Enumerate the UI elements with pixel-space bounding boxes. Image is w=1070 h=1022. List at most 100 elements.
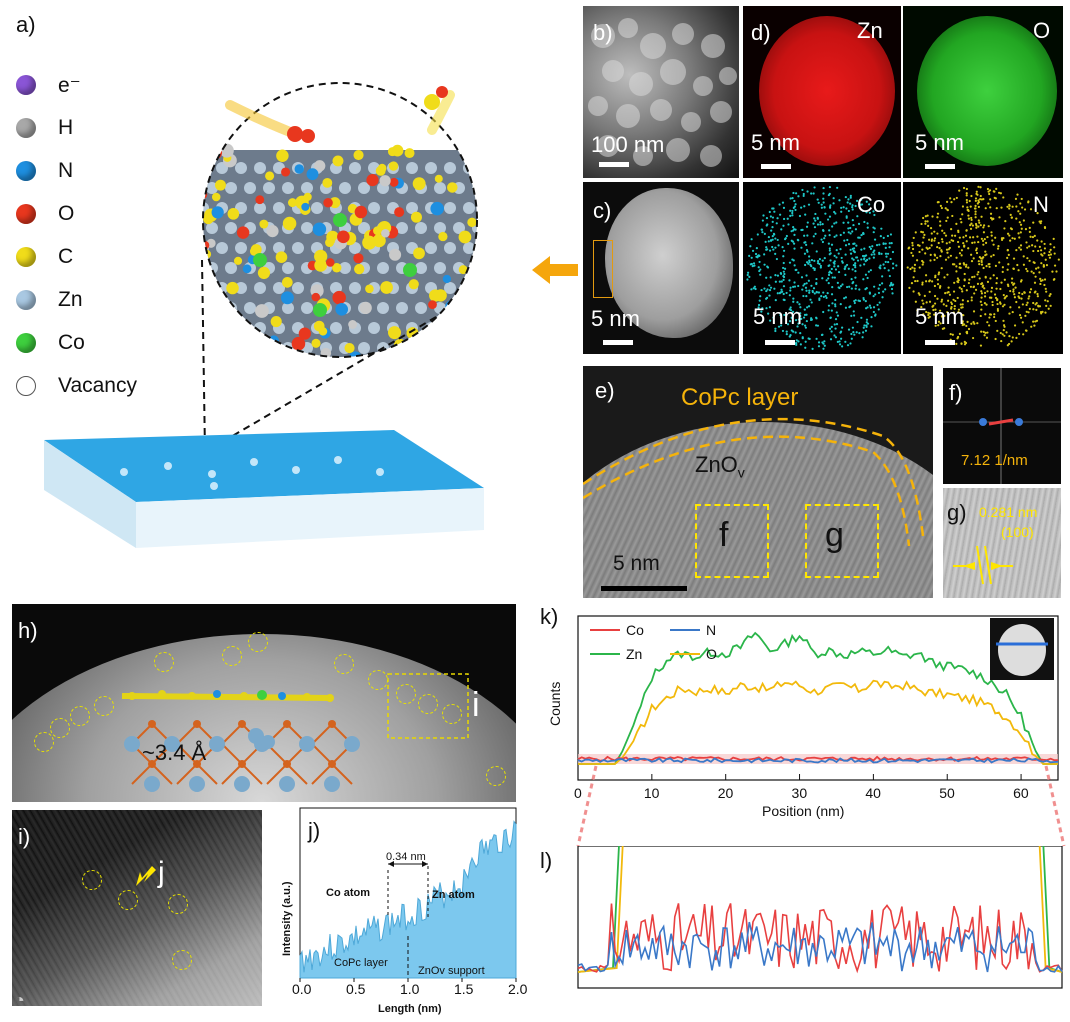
eds-dot: [941, 229, 944, 232]
eds-dot: [750, 256, 753, 259]
eds-dot: [999, 331, 1002, 335]
panel-l-zoomed-profile: [577, 846, 1063, 989]
k-xlabel: Position (nm): [762, 803, 844, 819]
eds-dot: [763, 263, 766, 266]
eds-dot: [779, 316, 783, 319]
eds-dot: [792, 191, 795, 195]
eds-dot: [888, 274, 891, 278]
eds-dot: [921, 299, 924, 302]
eds-dot: [949, 333, 952, 336]
vacancy-marker: [248, 632, 268, 652]
eds-dot: [852, 310, 855, 313]
eds-dot: [1005, 331, 1008, 334]
eds-dot: [995, 187, 998, 191]
eds-dot: [886, 252, 890, 255]
eds-dot: [939, 254, 942, 258]
eds-dot: [785, 291, 788, 295]
eds-dot: [774, 274, 777, 277]
eds-dot: [934, 274, 937, 277]
k-series-co: [577, 755, 1058, 762]
eds-dot: [967, 327, 971, 331]
eds-dot: [1013, 237, 1016, 240]
eds-dot: [963, 244, 966, 247]
eds-dot: [783, 272, 786, 276]
eds-dot: [926, 214, 929, 217]
eds-dot: [757, 266, 760, 269]
eds-dot: [785, 333, 788, 336]
legend-ball-icon: [16, 376, 36, 396]
eds-dot: [855, 244, 858, 247]
eds-dot: [870, 316, 873, 319]
eds-dot: [874, 313, 877, 316]
eds-dot: [933, 313, 936, 316]
eds-dot: [767, 235, 770, 239]
eds-dot: [872, 310, 875, 314]
nanoparticle-cluster: [588, 18, 737, 167]
eds-dot: [943, 314, 946, 317]
eds-dot: [1018, 236, 1021, 239]
legend-ball-icon: [16, 118, 36, 138]
eds-dot: [945, 242, 948, 245]
eds-dot: [792, 226, 795, 229]
eds-dot: [844, 273, 847, 276]
eds-dot: [870, 325, 873, 328]
eds-dot: [844, 195, 847, 199]
eds-dot: [1048, 294, 1051, 297]
eds-dot: [969, 224, 972, 227]
eds-dot: [1011, 205, 1014, 208]
eds-dot: [938, 247, 941, 250]
eds-dot: [827, 304, 831, 307]
eds-dot: [805, 282, 808, 285]
eds-dot: [821, 259, 824, 262]
eds-dot: [851, 206, 854, 209]
eds-dot: [748, 254, 751, 258]
eds-dot: [977, 260, 980, 263]
eds-dot: [803, 313, 807, 316]
j-zn-atom-label: Zn atom: [432, 889, 475, 901]
eds-dot: [1003, 303, 1006, 306]
eds-dot: [946, 273, 949, 276]
eds-dot: [821, 228, 825, 232]
eds-dot: [928, 300, 932, 303]
eds-dot: [977, 185, 980, 188]
eds-dot: [996, 247, 1000, 250]
panel-label-i: i): [18, 824, 31, 849]
eds-dot: [973, 207, 977, 210]
eds-dot: [933, 284, 937, 288]
eds-dot: [1025, 241, 1028, 244]
eds-dot: [955, 265, 958, 268]
eds-dot: [784, 237, 787, 240]
eds-dot: [803, 205, 806, 208]
eds-dot: [983, 238, 986, 241]
eds-dot: [931, 215, 934, 218]
eds-dot: [1053, 246, 1056, 249]
eds-dot: [1044, 258, 1047, 261]
eds-dot: [799, 343, 802, 346]
eds-dot: [840, 337, 843, 340]
eds-dot: [830, 243, 834, 246]
eds-dot: [885, 255, 888, 258]
eds-dot: [1033, 261, 1036, 264]
eds-dot: [887, 269, 890, 272]
eds-dot: [890, 283, 893, 286]
legend-label: H: [58, 116, 74, 139]
eds-dot: [851, 257, 854, 260]
eds-dot: [854, 270, 857, 273]
eds-dot: [1047, 307, 1050, 310]
eds-dot: [869, 269, 872, 272]
eds-dot: [837, 265, 840, 268]
eds-dot: [766, 288, 769, 291]
eds-co-scale: 5 nm: [753, 304, 802, 329]
eds-dot: [821, 277, 824, 280]
eds-dot: [937, 320, 941, 323]
eds-dot: [1040, 262, 1043, 265]
eds-dot: [776, 292, 779, 295]
eds-dot: [940, 267, 943, 270]
eds-dot: [766, 223, 769, 226]
eds-dot: [841, 261, 844, 264]
scale-bar-zn: [761, 164, 791, 169]
eds-dot: [978, 263, 981, 266]
eds-dot: [828, 192, 831, 195]
eds-dot: [833, 334, 836, 337]
eds-dot: [882, 236, 885, 239]
